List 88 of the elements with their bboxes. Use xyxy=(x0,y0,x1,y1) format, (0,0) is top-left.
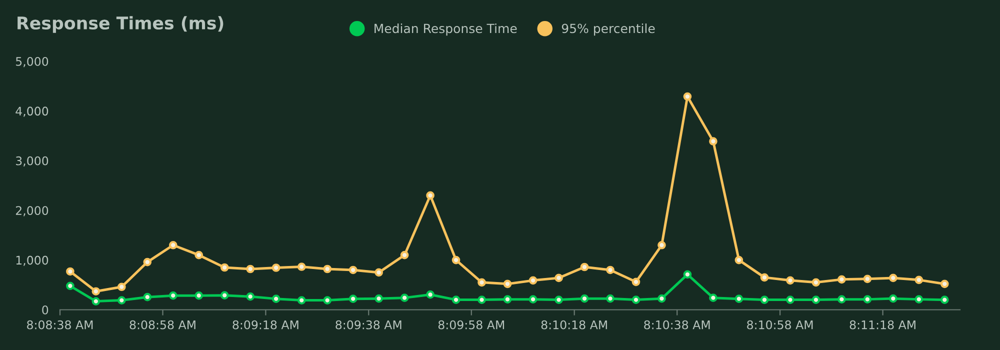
point xyxy=(194,250,204,260)
point xyxy=(606,294,614,303)
point xyxy=(528,276,538,285)
point xyxy=(323,296,332,304)
point xyxy=(400,294,409,302)
legend-label: 95% percentile xyxy=(562,24,655,36)
point xyxy=(838,275,846,284)
point xyxy=(760,273,769,282)
y-tick-label: 3,000 xyxy=(16,156,48,167)
point xyxy=(606,266,614,274)
point xyxy=(554,274,563,282)
point xyxy=(528,295,538,304)
point xyxy=(632,278,640,286)
point xyxy=(220,291,229,300)
point xyxy=(246,264,254,274)
point xyxy=(374,294,383,303)
point xyxy=(272,264,280,272)
point xyxy=(452,256,460,264)
point xyxy=(632,296,640,304)
point xyxy=(914,295,924,304)
point xyxy=(838,295,846,304)
y-tick-label: 1,000 xyxy=(16,256,48,266)
point xyxy=(914,276,924,284)
point xyxy=(554,296,563,304)
point xyxy=(117,282,126,292)
point xyxy=(709,294,718,302)
point xyxy=(503,295,512,304)
point xyxy=(580,262,589,272)
point xyxy=(400,250,409,260)
y-tick-label: 5,000 xyxy=(16,56,48,68)
point xyxy=(374,268,383,277)
point xyxy=(734,256,744,264)
x-tick-label: 8:09:58 AM xyxy=(438,320,504,330)
x-tick-label: 8:10:38 AM xyxy=(644,320,710,330)
point xyxy=(92,287,100,296)
x-tick-label: 8:10:18 AM xyxy=(541,320,607,330)
point xyxy=(297,296,306,304)
point xyxy=(812,296,820,304)
point xyxy=(863,274,872,284)
point xyxy=(168,291,178,300)
point xyxy=(478,278,486,287)
point xyxy=(888,274,898,282)
x-tick-label: 8:11:18 AM xyxy=(850,320,916,330)
y-tick-label: 4,000 xyxy=(16,106,48,117)
point xyxy=(92,297,100,306)
point xyxy=(786,296,794,304)
point xyxy=(168,240,178,250)
point xyxy=(709,137,718,146)
point xyxy=(658,240,666,250)
x-tick-label: 8:10:58 AM xyxy=(747,320,813,330)
point xyxy=(66,267,74,276)
point xyxy=(863,295,872,304)
point xyxy=(426,290,434,299)
point xyxy=(888,294,898,303)
point xyxy=(760,296,769,304)
point xyxy=(683,92,692,101)
point xyxy=(272,294,280,303)
point xyxy=(117,296,126,304)
point xyxy=(940,296,949,304)
x-tick-label: 8:09:38 AM xyxy=(336,320,402,330)
chart-title: Response Times (ms) xyxy=(18,16,224,33)
point xyxy=(143,292,152,302)
point xyxy=(348,294,358,303)
point xyxy=(940,280,949,288)
point xyxy=(194,291,204,300)
point xyxy=(580,294,589,303)
point xyxy=(297,262,306,271)
point xyxy=(683,270,692,279)
x-tick-label: 8:08:58 AM xyxy=(130,320,196,330)
point xyxy=(478,296,486,304)
point xyxy=(143,258,152,266)
point xyxy=(246,292,254,301)
point xyxy=(66,282,74,290)
x-tick-label: 8:08:38 AM xyxy=(27,320,93,330)
point xyxy=(786,276,794,285)
legend-label: Median Response Time xyxy=(374,24,517,36)
point xyxy=(503,280,512,288)
x-tick-label: 8:09:18 AM xyxy=(232,320,298,330)
y-tick-label: 2,000 xyxy=(16,206,48,216)
point xyxy=(426,191,434,200)
point xyxy=(452,296,460,304)
point xyxy=(348,266,358,274)
point xyxy=(812,278,820,287)
point xyxy=(734,294,744,303)
point xyxy=(658,294,666,303)
y-tick-label: 0 xyxy=(42,305,48,314)
point xyxy=(220,263,229,272)
point xyxy=(323,264,332,274)
